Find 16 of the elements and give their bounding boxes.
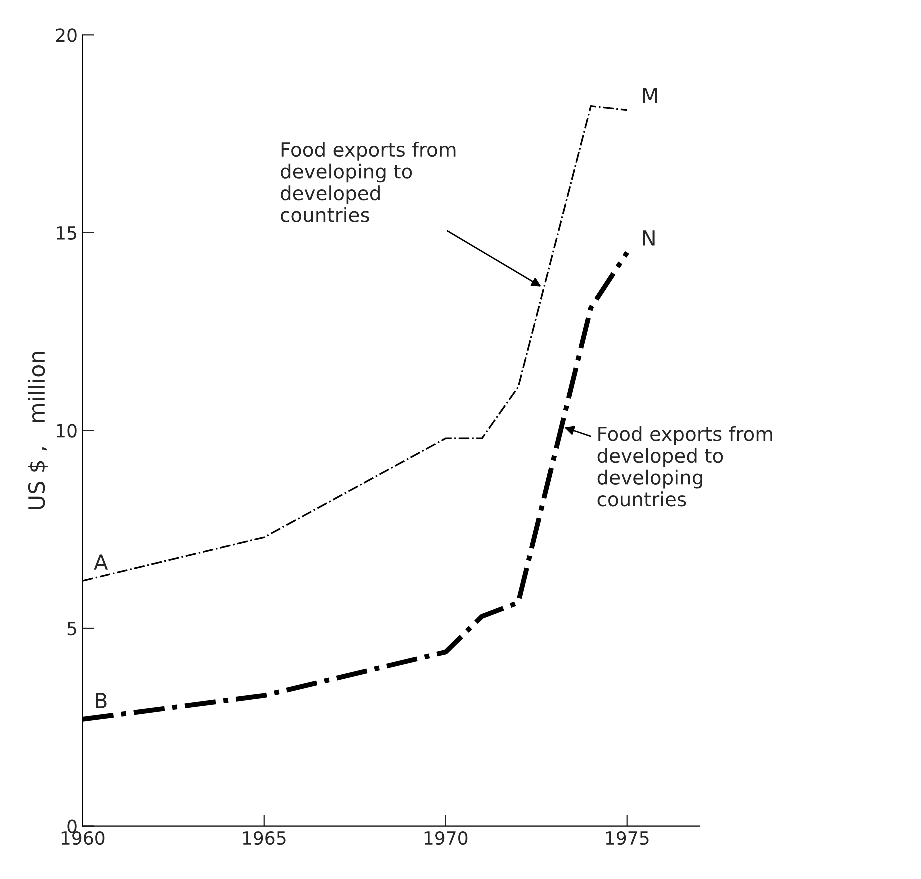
y-tick-label: 20 — [56, 28, 77, 42]
y-axis-title: US $ , million — [28, 352, 48, 510]
y-tick-label: 10 — [57, 424, 77, 438]
y-tick-label: 0 — [68, 820, 77, 834]
x-tick-label: 1970 — [424, 831, 468, 846]
y-tick-label: 15 — [57, 226, 76, 240]
x-tick-label: 1960 — [62, 831, 105, 846]
annotation: B — [96, 693, 107, 708]
annotation: Food exports from developing to developed countries — [281, 142, 456, 222]
annotation: M — [643, 88, 658, 104]
x-tick-label: 1965 — [243, 831, 286, 846]
annotation: N — [643, 230, 655, 246]
annotation: Food exports from developed to developing countries — [598, 426, 772, 507]
x-tick-label: 1975 — [606, 831, 649, 846]
y-tick-label: 5 — [68, 622, 76, 636]
annotation: A — [94, 554, 108, 570]
